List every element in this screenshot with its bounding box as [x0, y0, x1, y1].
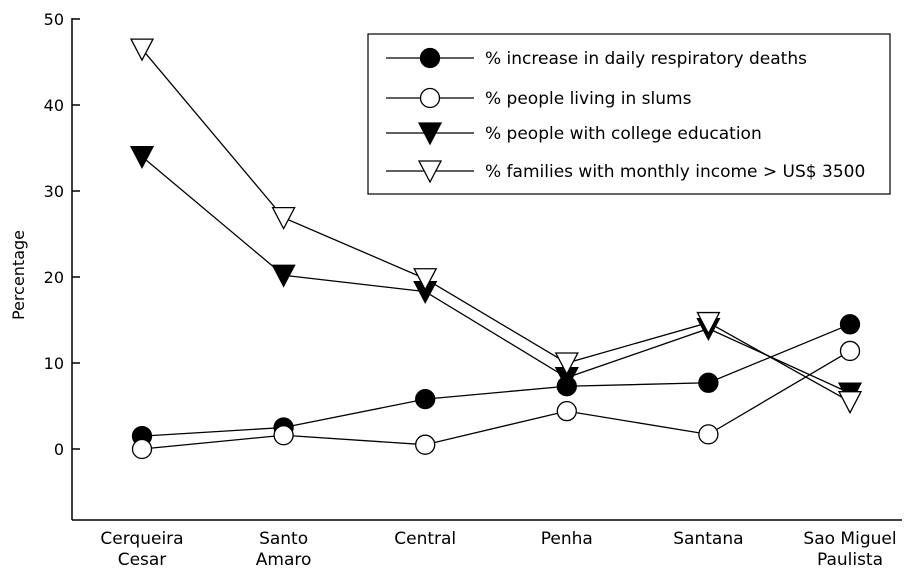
y-tick-label: 10: [44, 354, 64, 373]
series-layer: [129, 38, 863, 460]
legend-box: [367, 33, 891, 195]
series-2: [131, 340, 861, 460]
data-point: [273, 425, 294, 446]
legend-label: % people living in slums: [485, 89, 692, 109]
x-category-label: Santo Amaro: [256, 529, 312, 570]
y-tick-label: 0: [54, 440, 64, 459]
y-tick-label: 40: [44, 96, 64, 115]
data-point: [698, 372, 719, 393]
axes: [71, 18, 902, 521]
data-point: [556, 401, 577, 422]
legend-label: % increase in daily respiratory deaths: [485, 49, 807, 69]
legend-entry: % people living in slums: [386, 87, 692, 109]
legend-marker: [417, 160, 443, 184]
series-line: [141, 350, 851, 450]
legend-label: % people with college education: [485, 124, 762, 144]
data-point: [698, 424, 719, 445]
data-point: [415, 388, 436, 410]
y-ticks: 0 10 20 30 40 50: [44, 10, 80, 459]
data-point: [696, 311, 721, 335]
x-category-label: Cerqueira Cesar: [100, 529, 183, 570]
x-ticks: Cerqueira Cesar Santo Amaro Central Penha Sant…: [100, 529, 896, 570]
x-category-label: Santana: [673, 529, 743, 549]
data-point: [554, 352, 579, 376]
y-tick-label: 50: [44, 10, 64, 29]
series-line: [141, 323, 851, 437]
data-point: [839, 340, 861, 362]
series-4: [129, 38, 863, 415]
legend-marker: [419, 47, 441, 69]
x-category-label: Central: [394, 529, 456, 549]
series-line: [141, 156, 851, 394]
data-point: [271, 264, 296, 288]
data-point: [129, 145, 155, 170]
legend-label: % families with monthly income > US$ 350…: [485, 162, 865, 182]
data-point: [131, 438, 153, 460]
series-line: [141, 48, 851, 403]
legend-entry: % people with college education: [386, 122, 762, 146]
legend-entry: % increase in daily respiratory deaths: [386, 47, 807, 69]
legend-marker: [417, 122, 443, 146]
legend: % increase in daily respiratory deaths % …: [367, 33, 891, 195]
data-point: [837, 391, 863, 415]
data-point: [839, 314, 861, 335]
data-point: [413, 268, 438, 292]
x-category-label: Penha: [541, 529, 593, 549]
data-point: [129, 38, 155, 62]
y-tick-label: 20: [44, 268, 64, 287]
data-point: [415, 434, 436, 455]
legend-marker: [419, 87, 441, 109]
y-tick-label: 30: [44, 182, 64, 201]
legend-entry: % families with monthly income > US$ 350…: [386, 160, 865, 184]
data-point: [271, 207, 296, 231]
y-axis-label: Percentage: [9, 230, 28, 320]
x-category-label: Sao Miguel Paulista: [803, 529, 896, 570]
